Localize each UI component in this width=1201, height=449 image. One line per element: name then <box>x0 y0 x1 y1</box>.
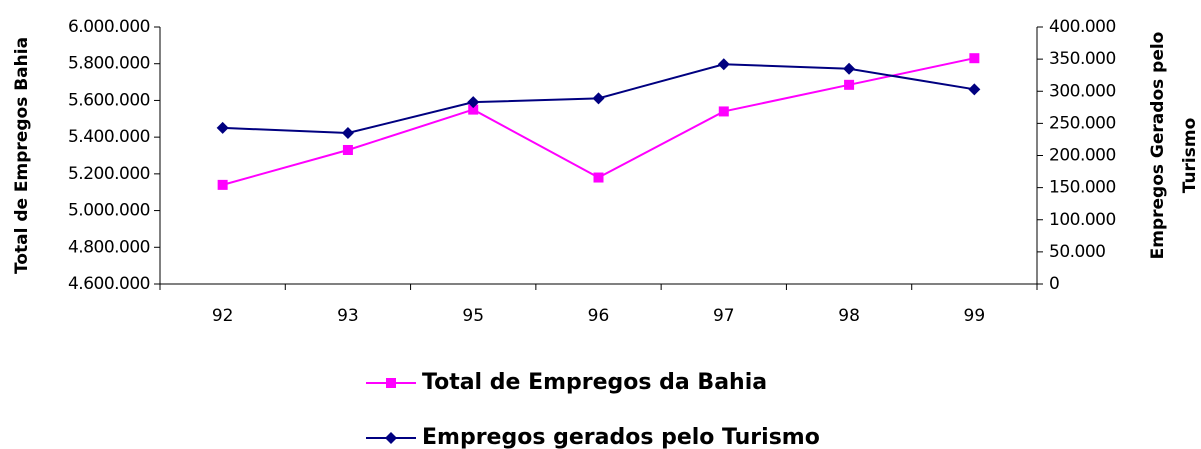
y2-tick-label: 200.000 <box>1049 146 1116 166</box>
x-tick-label: 93 <box>337 306 359 326</box>
data-point <box>969 53 980 64</box>
y2-tick-label: 150.000 <box>1049 178 1116 198</box>
data-point <box>341 127 354 140</box>
data-point <box>593 172 604 183</box>
data-point <box>468 104 479 115</box>
legend-label: Total de Empregos da Bahia <box>422 370 767 395</box>
x-tick-label: 95 <box>462 306 484 326</box>
y2-tick-label: 50.000 <box>1049 242 1105 262</box>
y2-tick-label: 400.000 <box>1049 17 1116 37</box>
x-tick-label: 97 <box>713 306 735 326</box>
x-tick-label: 99 <box>964 306 986 326</box>
y2-tick-label: 0 <box>1049 274 1059 294</box>
data-point <box>844 79 855 90</box>
x-tick-label: 98 <box>838 306 860 326</box>
y2-tick-label: 300.000 <box>1049 81 1116 101</box>
y2-axis-label: Empregos Gerados pelo <box>1148 32 1168 260</box>
y-tick-label: 5.000.000 <box>68 201 150 221</box>
data-point <box>718 106 729 117</box>
y-tick-label: 5.200.000 <box>68 164 150 184</box>
legend-label: Empregos gerados pelo Turismo <box>422 425 820 449</box>
y-tick-label: 5.600.000 <box>68 90 150 110</box>
x-tick-label: 92 <box>212 306 234 326</box>
y-tick-label: 4.600.000 <box>68 274 150 294</box>
data-point <box>216 121 229 134</box>
data-point <box>592 92 605 105</box>
y2-tick-label: 250.000 <box>1049 113 1116 133</box>
y-tick-label: 5.400.000 <box>68 127 150 147</box>
data-point <box>968 83 981 96</box>
x-tick-label: 96 <box>588 306 610 326</box>
data-point <box>843 62 856 75</box>
data-point <box>467 96 480 109</box>
y2-tick-label: 350.000 <box>1049 49 1116 69</box>
series-line <box>222 57 975 186</box>
y-axis-label: Total de Empregos Bahia <box>12 37 32 274</box>
y2-tick-label: 100.000 <box>1049 210 1116 230</box>
y2-axis-label: Turismo <box>1180 118 1200 194</box>
y-tick-label: 6.000.000 <box>68 17 150 37</box>
y-tick-label: 4.800.000 <box>68 237 150 257</box>
legend-marker <box>386 378 396 388</box>
data-point <box>717 58 730 71</box>
data-point <box>342 144 353 155</box>
data-point <box>217 179 228 190</box>
legend-marker <box>385 432 397 444</box>
y-tick-label: 5.800.000 <box>68 54 150 74</box>
